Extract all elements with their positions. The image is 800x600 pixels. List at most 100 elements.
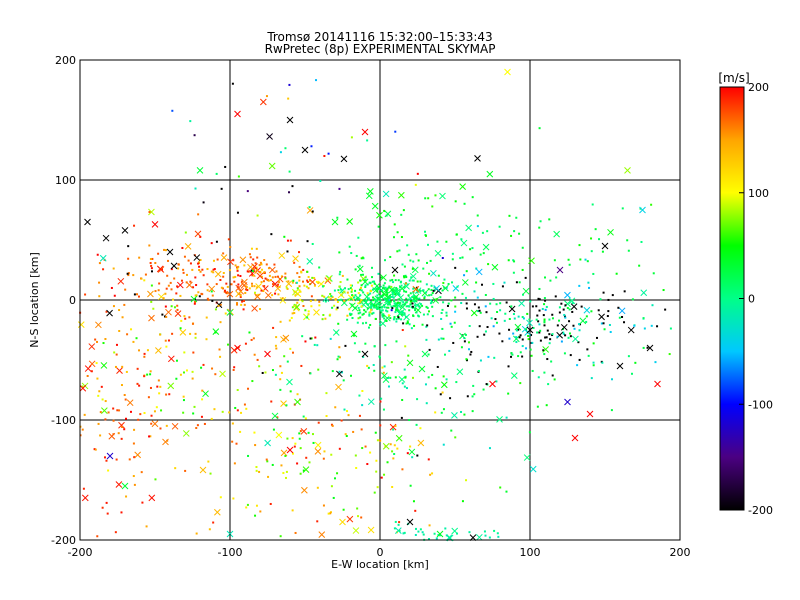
data-point [599, 298, 602, 301]
data-point [567, 258, 570, 261]
data-point [412, 295, 415, 298]
data-point [375, 303, 378, 306]
data-point [219, 303, 222, 306]
data-point [363, 300, 366, 303]
data-point [304, 309, 307, 312]
data-point [662, 289, 665, 292]
data-point [373, 306, 376, 309]
data-point [398, 301, 401, 304]
data-point [408, 419, 411, 422]
data-point [261, 371, 264, 374]
data-point [451, 258, 454, 261]
data-point [280, 464, 283, 467]
data-point-cross [193, 254, 201, 261]
data-point [241, 300, 244, 303]
data-point [383, 365, 386, 368]
data-point [566, 306, 569, 309]
data-point [279, 320, 282, 323]
data-point [393, 316, 396, 319]
data-point [389, 255, 392, 258]
data-point [366, 292, 369, 295]
data-point-cross [167, 382, 175, 390]
data-point [279, 535, 282, 538]
data-point-cross [220, 254, 228, 262]
data-point-cross [166, 248, 174, 256]
data-point [371, 288, 374, 291]
data-point [441, 391, 444, 394]
data-point [594, 228, 597, 231]
data-point [127, 257, 130, 260]
data-point [296, 287, 299, 290]
data-point [651, 304, 654, 307]
data-point-cross [523, 454, 531, 461]
data-point-cross [564, 291, 571, 299]
data-point [371, 280, 374, 283]
data-point [194, 332, 197, 335]
data-point [569, 335, 572, 338]
data-point [370, 308, 373, 311]
data-point [84, 293, 87, 296]
data-point [254, 514, 257, 517]
data-point [365, 321, 368, 324]
data-point [301, 335, 304, 338]
data-point [440, 411, 443, 414]
data-point [554, 295, 557, 298]
data-point-cross [439, 192, 446, 200]
data-point [130, 328, 133, 331]
data-point [568, 308, 571, 311]
data-point [427, 538, 430, 541]
data-point [652, 272, 655, 275]
data-point [193, 405, 196, 408]
x-axis: -200 -100 0 100 200 [68, 534, 691, 559]
data-point [292, 279, 295, 282]
data-point [549, 338, 552, 341]
data-point [380, 476, 383, 479]
data-point [361, 404, 364, 407]
data-point [337, 322, 340, 325]
data-point [289, 390, 292, 393]
data-point [302, 268, 305, 271]
data-point [211, 294, 214, 297]
data-point [349, 284, 352, 287]
data-point [467, 341, 470, 344]
data-point [551, 374, 554, 377]
data-point [170, 305, 173, 308]
data-point [537, 297, 540, 300]
data-point [249, 256, 252, 259]
data-point [310, 337, 313, 340]
data-point [296, 462, 299, 465]
data-point [164, 305, 167, 308]
data-point [536, 405, 539, 408]
data-point [409, 484, 412, 487]
data-point-cross [474, 155, 481, 162]
data-point [120, 384, 123, 387]
data-point [398, 529, 401, 532]
data-point [331, 424, 334, 427]
data-point-cross [306, 207, 314, 214]
data-point-cross [568, 297, 576, 305]
data-point-cross [81, 494, 89, 502]
data-point [543, 318, 546, 321]
data-point-cross [491, 263, 499, 271]
data-point [505, 301, 508, 304]
data-point-cross [247, 263, 254, 271]
data-point [435, 298, 438, 301]
data-point [213, 408, 216, 411]
data-point [99, 434, 102, 437]
data-point [353, 296, 356, 299]
data-point [487, 263, 490, 266]
data-point [381, 366, 384, 369]
data-point-cross [459, 183, 466, 191]
data-point-cross [411, 295, 418, 303]
data-point-cross [214, 270, 222, 278]
data-point [215, 240, 218, 243]
data-point [197, 262, 200, 265]
data-point [389, 279, 392, 282]
data-point [117, 432, 120, 435]
data-point [394, 376, 397, 379]
data-point [617, 306, 620, 309]
data-point [476, 214, 479, 217]
data-point [253, 353, 256, 356]
data-point-cross [553, 230, 560, 238]
data-point [403, 276, 406, 279]
